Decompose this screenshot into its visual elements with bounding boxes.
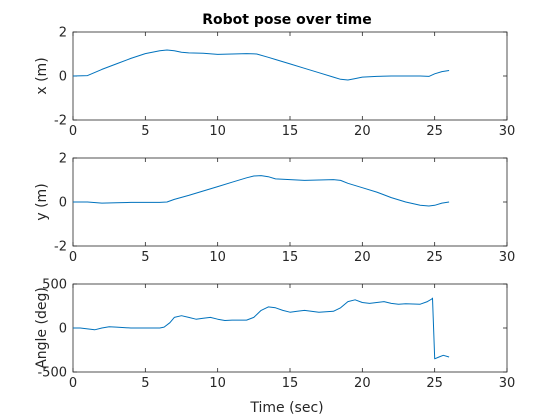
x-tick-label: 30 bbox=[499, 124, 516, 139]
series-line bbox=[73, 175, 450, 207]
x-tick-label: 30 bbox=[499, 376, 516, 391]
series-line bbox=[72, 49, 450, 81]
series-line bbox=[73, 297, 450, 360]
x-tick-label: 0 bbox=[69, 124, 77, 139]
x-tick-label: 30 bbox=[499, 250, 516, 265]
y-tick-label: 2 bbox=[59, 26, 67, 41]
plot-frame bbox=[72, 31, 508, 121]
x-tick-label: 10 bbox=[209, 376, 226, 391]
y-tick-label: 0 bbox=[59, 70, 67, 85]
x-tick-label: 15 bbox=[282, 124, 299, 139]
x-tick-label: 0 bbox=[69, 250, 77, 265]
y-tick-label: -500 bbox=[37, 366, 67, 381]
x-tick-label: 20 bbox=[354, 376, 371, 391]
y-tick-label: 0 bbox=[59, 196, 67, 211]
y-tick-label: 500 bbox=[42, 278, 67, 293]
x-tick-label: 10 bbox=[209, 250, 226, 265]
x-tick-label: 25 bbox=[426, 376, 443, 391]
x-tick-label: 20 bbox=[354, 124, 371, 139]
chart-title: Robot pose over time bbox=[202, 12, 372, 28]
x-tick-label: 5 bbox=[141, 250, 149, 265]
x-axis-title: Time (sec) bbox=[249, 400, 323, 416]
x-tick-label: 5 bbox=[141, 376, 149, 391]
x-tick-label: 10 bbox=[209, 124, 226, 139]
x-tick-label: 0 bbox=[69, 376, 77, 391]
x-tick-label: 15 bbox=[282, 250, 299, 265]
y-tick-label: -2 bbox=[54, 240, 67, 255]
y-axis-title: y (m) bbox=[34, 183, 50, 220]
x-tick-label: 25 bbox=[426, 124, 443, 139]
y-tick-label: 2 bbox=[59, 152, 67, 167]
y-tick-label: -2 bbox=[54, 114, 67, 129]
x-tick-label: 15 bbox=[282, 376, 299, 391]
y-axis-title: x (m) bbox=[34, 57, 50, 94]
y-tick-label: 0 bbox=[59, 322, 67, 337]
y-axis-title: Angle (deg) bbox=[34, 287, 50, 369]
x-tick-label: 5 bbox=[141, 124, 149, 139]
x-tick-label: 20 bbox=[354, 250, 371, 265]
x-tick-label: 25 bbox=[426, 250, 443, 265]
